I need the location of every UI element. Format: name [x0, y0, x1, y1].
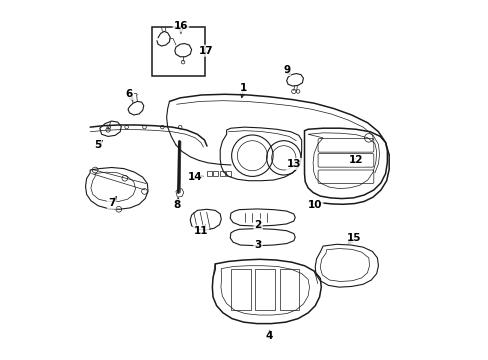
Text: 4: 4 — [265, 332, 273, 342]
Text: 2: 2 — [254, 220, 261, 230]
Bar — [152, 27, 205, 76]
Text: 7: 7 — [108, 198, 115, 208]
Text: 9: 9 — [283, 65, 289, 75]
Bar — [206, 171, 212, 176]
Text: 6: 6 — [125, 89, 133, 99]
Text: 15: 15 — [346, 233, 361, 243]
Bar — [213, 171, 218, 176]
Text: 8: 8 — [173, 200, 180, 210]
Text: 5: 5 — [94, 140, 101, 150]
Text: 16: 16 — [173, 21, 188, 31]
Text: 11: 11 — [193, 226, 208, 236]
Text: 13: 13 — [286, 159, 301, 169]
Text: 17: 17 — [198, 46, 213, 56]
Bar — [220, 171, 224, 176]
Text: 10: 10 — [307, 200, 322, 210]
Text: 14: 14 — [187, 172, 202, 182]
Text: 12: 12 — [348, 156, 363, 165]
Bar — [226, 171, 231, 176]
Text: 1: 1 — [240, 83, 247, 93]
Text: 3: 3 — [254, 240, 261, 250]
